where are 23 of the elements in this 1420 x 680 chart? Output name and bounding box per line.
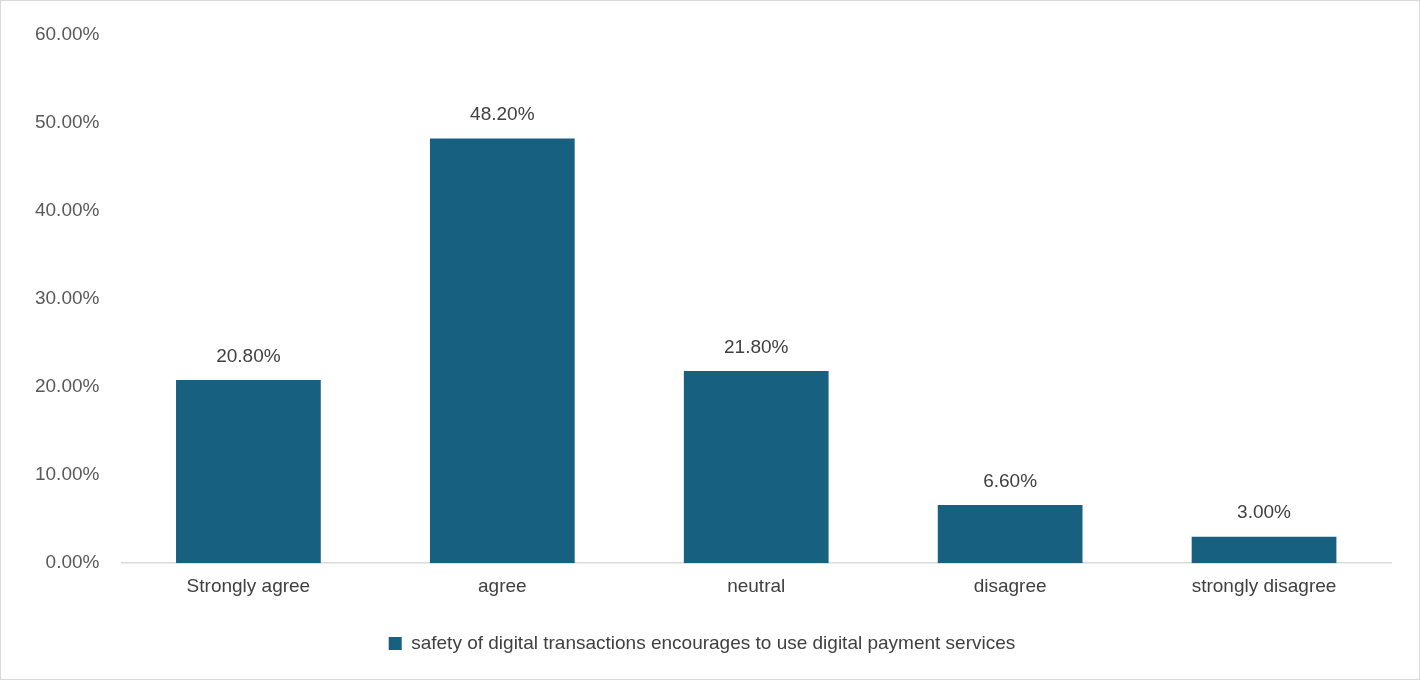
- legend-label: safety of digital transactions encourages to use digital payment services: [411, 631, 1016, 653]
- y-tick-label: 10.00%: [34, 463, 100, 485]
- y-tick-label: 50.00%: [34, 110, 100, 132]
- bar: [937, 505, 1083, 564]
- data-label: 6.60%: [983, 469, 1038, 491]
- bar: [683, 371, 829, 564]
- x-tick-label: neutral: [727, 574, 786, 596]
- y-tick-label: 0.00%: [45, 551, 100, 573]
- x-tick-label: strongly disagree: [1191, 574, 1337, 596]
- y-tick-label: 40.00%: [34, 198, 100, 220]
- bar: [1191, 536, 1337, 564]
- y-tick-label: 60.00%: [34, 22, 100, 44]
- y-tick-label: 30.00%: [34, 287, 100, 309]
- bar: [429, 138, 575, 564]
- x-tick-label: disagree: [973, 574, 1047, 596]
- x-tick-label: agree: [478, 574, 527, 596]
- y-tick-label: 20.00%: [34, 375, 100, 397]
- bar: [176, 379, 321, 564]
- data-label: 3.00%: [1237, 501, 1292, 523]
- x-tick-label: Strongly agree: [186, 574, 311, 596]
- data-label: 48.20%: [470, 103, 535, 125]
- data-label: 21.80%: [723, 335, 789, 357]
- data-label: 20.80%: [216, 344, 281, 366]
